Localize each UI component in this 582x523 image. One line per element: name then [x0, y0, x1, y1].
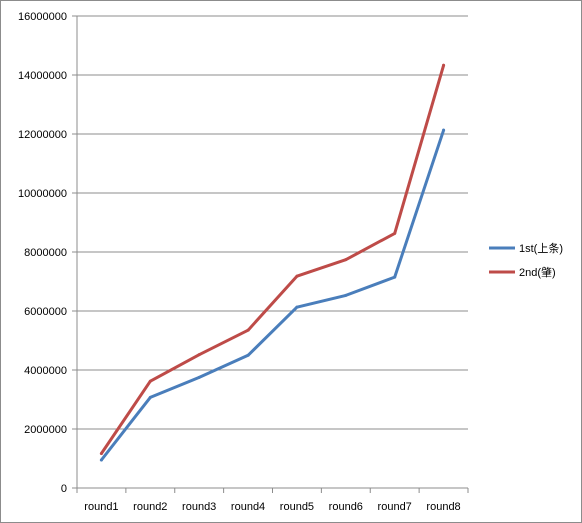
data-point	[99, 451, 103, 455]
x-tick-label: round1	[84, 501, 118, 513]
x-tick-label: round5	[280, 501, 314, 513]
data-point	[148, 379, 152, 383]
y-tick-label: 0	[61, 483, 67, 495]
data-point	[197, 353, 201, 357]
x-tick-label: round8	[426, 501, 460, 513]
y-tick-label: 6000000	[24, 306, 67, 318]
series-line-2	[99, 63, 446, 455]
data-point	[197, 375, 201, 379]
y-tick-label: 4000000	[24, 365, 67, 377]
y-tick-label: 8000000	[24, 247, 67, 259]
legend-label-1: 1st(上条)	[519, 241, 563, 255]
x-tick-label: round7	[378, 501, 412, 513]
x-tick-label: round4	[231, 501, 265, 513]
data-point	[246, 328, 250, 332]
y-tick-label: 16000000	[18, 11, 67, 23]
data-point	[393, 275, 397, 279]
data-point	[442, 128, 446, 132]
data-point	[99, 458, 103, 462]
legend-label-2: 2nd(肇)	[519, 265, 556, 279]
data-point	[148, 395, 152, 399]
data-point	[442, 63, 446, 67]
x-tick-label: round3	[182, 501, 216, 513]
data-point	[344, 258, 348, 262]
data-point	[295, 305, 299, 309]
y-tick-label: 12000000	[18, 129, 67, 141]
data-point	[246, 353, 250, 357]
x-tick-label: round2	[133, 501, 167, 513]
data-point	[295, 274, 299, 278]
y-tick-label: 10000000	[18, 188, 67, 200]
data-point	[344, 293, 348, 297]
data-point	[393, 231, 397, 235]
y-tick-label: 14000000	[18, 70, 67, 82]
x-tick-label: round6	[329, 501, 363, 513]
series-line-1	[99, 128, 446, 462]
y-tick-label: 2000000	[24, 424, 67, 436]
